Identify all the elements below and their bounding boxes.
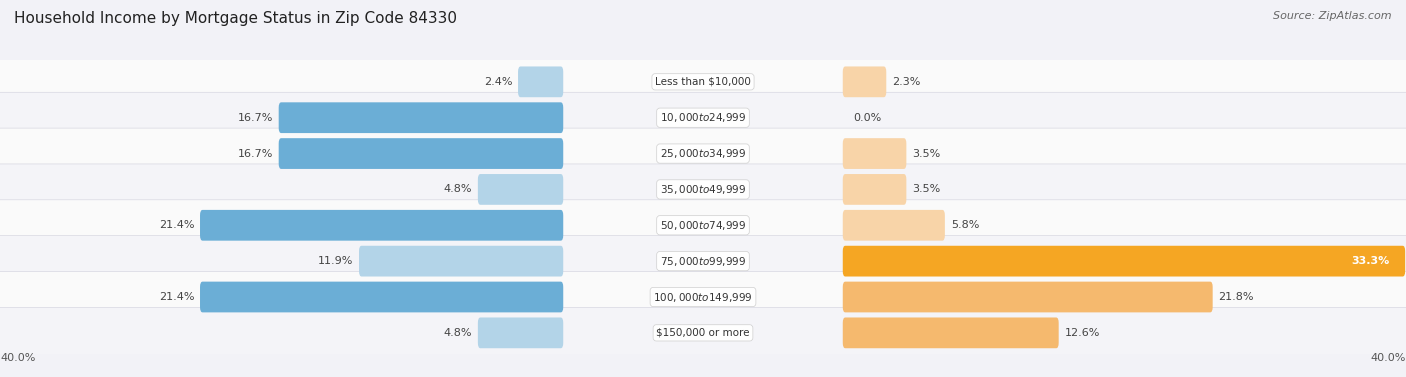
- FancyBboxPatch shape: [842, 317, 1059, 348]
- Text: $35,000 to $49,999: $35,000 to $49,999: [659, 183, 747, 196]
- Text: Less than $10,000: Less than $10,000: [655, 77, 751, 87]
- Text: Household Income by Mortgage Status in Zip Code 84330: Household Income by Mortgage Status in Z…: [14, 11, 457, 26]
- Text: 40.0%: 40.0%: [1371, 352, 1406, 363]
- Text: $50,000 to $74,999: $50,000 to $74,999: [659, 219, 747, 232]
- FancyBboxPatch shape: [842, 138, 907, 169]
- Text: $100,000 to $149,999: $100,000 to $149,999: [654, 291, 752, 303]
- Text: 21.4%: 21.4%: [159, 220, 194, 230]
- FancyBboxPatch shape: [0, 92, 1406, 143]
- Text: $150,000 or more: $150,000 or more: [657, 328, 749, 338]
- Text: 0.0%: 0.0%: [853, 113, 882, 123]
- Text: 4.8%: 4.8%: [443, 184, 472, 195]
- FancyBboxPatch shape: [0, 307, 1406, 358]
- FancyBboxPatch shape: [200, 210, 564, 241]
- Text: 3.5%: 3.5%: [912, 184, 941, 195]
- Text: 21.8%: 21.8%: [1219, 292, 1254, 302]
- FancyBboxPatch shape: [478, 174, 564, 205]
- Text: Source: ZipAtlas.com: Source: ZipAtlas.com: [1274, 11, 1392, 21]
- FancyBboxPatch shape: [0, 236, 1406, 287]
- Text: 2.3%: 2.3%: [893, 77, 921, 87]
- FancyBboxPatch shape: [842, 282, 1212, 313]
- Text: 21.4%: 21.4%: [159, 292, 194, 302]
- FancyBboxPatch shape: [478, 317, 564, 348]
- Text: 5.8%: 5.8%: [950, 220, 979, 230]
- Text: 2.4%: 2.4%: [484, 77, 512, 87]
- Text: 16.7%: 16.7%: [238, 113, 273, 123]
- Text: 33.3%: 33.3%: [1351, 256, 1389, 266]
- FancyBboxPatch shape: [0, 164, 1406, 215]
- Text: 12.6%: 12.6%: [1064, 328, 1099, 338]
- Text: $25,000 to $34,999: $25,000 to $34,999: [659, 147, 747, 160]
- FancyBboxPatch shape: [0, 200, 1406, 251]
- Text: $75,000 to $99,999: $75,000 to $99,999: [659, 254, 747, 268]
- FancyBboxPatch shape: [0, 271, 1406, 322]
- FancyBboxPatch shape: [0, 128, 1406, 179]
- FancyBboxPatch shape: [842, 210, 945, 241]
- Text: 40.0%: 40.0%: [0, 352, 35, 363]
- Text: 16.7%: 16.7%: [238, 149, 273, 159]
- FancyBboxPatch shape: [0, 57, 1406, 107]
- Text: 4.8%: 4.8%: [443, 328, 472, 338]
- FancyBboxPatch shape: [842, 174, 907, 205]
- FancyBboxPatch shape: [517, 66, 564, 97]
- FancyBboxPatch shape: [278, 102, 564, 133]
- FancyBboxPatch shape: [842, 66, 886, 97]
- Text: 3.5%: 3.5%: [912, 149, 941, 159]
- FancyBboxPatch shape: [200, 282, 564, 313]
- FancyBboxPatch shape: [842, 246, 1405, 276]
- FancyBboxPatch shape: [359, 246, 564, 276]
- Text: $10,000 to $24,999: $10,000 to $24,999: [659, 111, 747, 124]
- FancyBboxPatch shape: [278, 138, 564, 169]
- Text: 11.9%: 11.9%: [318, 256, 353, 266]
